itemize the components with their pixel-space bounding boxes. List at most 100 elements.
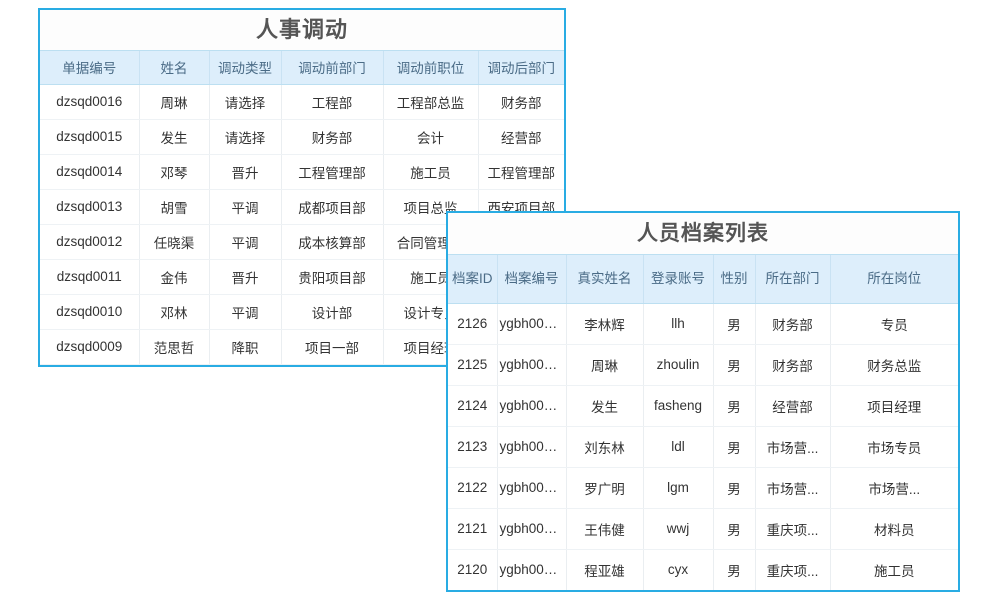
cell-login-account: lihong (643, 590, 713, 592)
cell-archive-no: ygbh000073 (497, 508, 567, 550)
cell-real-name[interactable]: 李林辉 (566, 303, 644, 345)
cell-real-name[interactable]: 周琳 (566, 344, 644, 386)
cell-name[interactable]: 周琳 (139, 84, 210, 120)
cell-doc-no[interactable]: dzsqd0015 (40, 119, 140, 155)
cell-login-account: wwj (643, 508, 714, 550)
cell-position-before: 施工员 (383, 154, 479, 190)
cell-dept-after: 财务部 (478, 84, 564, 120)
cell-archive-id: 2122 (448, 467, 498, 509)
personnel-archive-table: 档案ID 档案编号 真实姓名 登录账号 性别 所在部门 所在岗位 2126 yg… (448, 255, 958, 592)
column-header[interactable]: 档案编号 (497, 255, 567, 304)
cell-gender: 男 (713, 344, 756, 386)
table-row[interactable]: dzsqd0010 邓林 平调 设计部 设计专员 设计部 (40, 294, 564, 330)
cell-department: 财务部 (755, 303, 831, 345)
column-header[interactable]: 姓名 (139, 51, 210, 85)
cell-real-name[interactable]: 程亚雄 (566, 549, 644, 590)
cell-login-account: cyx (643, 549, 714, 590)
table-row[interactable]: 2126 ygbh000062 李林辉 llh 男 财务部 专员 (448, 303, 958, 345)
cell-login-account: zhoulin (643, 344, 714, 386)
cell-department: 重庆项... (755, 549, 831, 590)
cell-position: 预算员 (830, 590, 958, 592)
table-row[interactable]: 2119 ygbh000075 李红 lihong 男 重庆项... 预算员 (448, 590, 958, 592)
column-header[interactable]: 调动前职位 (383, 51, 479, 85)
cell-gender: 男 (713, 467, 756, 509)
column-header[interactable]: 调动前部门 (281, 51, 384, 85)
cell-transfer-type: 晋升 (209, 259, 282, 295)
cell-real-name[interactable]: 刘东林 (566, 426, 644, 468)
column-header[interactable]: 调动后部门 (478, 51, 564, 85)
cell-transfer-type: 请选择 (209, 84, 282, 120)
table-row[interactable]: 2125 ygbh000070 周琳 zhoulin 男 财务部 财务总监 (448, 344, 958, 386)
cell-archive-id: 2125 (448, 344, 498, 386)
cell-position: 材料员 (830, 508, 958, 550)
table-row[interactable]: 2124 ygbh000069 发生 fasheng 男 经营部 项目经理 (448, 385, 958, 427)
cell-archive-id: 2126 (448, 303, 498, 345)
cell-doc-no[interactable]: dzsqd0012 (40, 224, 140, 260)
cell-real-name[interactable]: 发生 (566, 385, 644, 427)
personnel-transfer-table: 单据编号 姓名 调动类型 调动前部门 调动前职位 调动后部门 dzsqd0016… (40, 51, 564, 365)
cell-name[interactable]: 邓林 (139, 294, 210, 330)
cell-doc-no[interactable]: dzsqd0013 (40, 189, 140, 225)
cell-name[interactable]: 发生 (139, 119, 210, 155)
cell-name[interactable]: 胡雪 (139, 189, 210, 225)
cell-login-account: llh (643, 303, 714, 345)
table-row[interactable]: dzsqd0016 周琳 请选择 工程部 工程部总监 财务部 (40, 84, 564, 120)
cell-archive-id: 2123 (448, 426, 498, 468)
cell-dept-after: 经营部 (478, 119, 564, 155)
table-row[interactable]: dzsqd0015 发生 请选择 财务部 会计 经营部 (40, 119, 564, 155)
cell-doc-no[interactable]: dzsqd0014 (40, 154, 140, 190)
cell-department: 经营部 (755, 385, 831, 427)
cell-gender: 男 (713, 508, 756, 550)
cell-dept-before: 工程管理部 (281, 154, 384, 190)
cell-login-account: lgm (643, 467, 714, 509)
cell-transfer-type: 平调 (209, 294, 282, 330)
cell-login-account: fasheng (643, 385, 714, 427)
cell-login-account: ldl (643, 426, 714, 468)
cell-position: 财务总监 (830, 344, 958, 386)
cell-transfer-type: 平调 (209, 224, 282, 260)
cell-transfer-type: 降职 (209, 329, 282, 365)
cell-department: 重庆项... (755, 590, 830, 592)
column-header[interactable]: 档案ID (448, 255, 498, 304)
cell-doc-no[interactable]: dzsqd0010 (40, 294, 140, 330)
cell-real-name[interactable]: 罗广明 (566, 467, 644, 509)
cell-name[interactable]: 邓琴 (139, 154, 210, 190)
table-header-row: 档案ID 档案编号 真实姓名 登录账号 性别 所在部门 所在岗位 (448, 255, 958, 304)
cell-dept-before: 设计部 (281, 294, 384, 330)
column-header[interactable]: 真实姓名 (566, 255, 644, 304)
cell-name[interactable]: 金伟 (139, 259, 210, 295)
cell-name[interactable]: 范思哲 (139, 329, 210, 365)
cell-name[interactable]: 任晓渠 (139, 224, 210, 260)
table-header-row: 单据编号 姓名 调动类型 调动前部门 调动前职位 调动后部门 (40, 51, 564, 85)
cell-archive-no: ygbh000062 (497, 303, 567, 345)
cell-real-name[interactable]: 李红 (566, 590, 643, 592)
cell-transfer-type: 平调 (209, 189, 282, 225)
cell-doc-no[interactable]: dzsqd0011 (40, 259, 140, 295)
cell-gender: 男 (713, 549, 756, 590)
cell-department: 市场营... (755, 467, 831, 509)
cell-doc-no[interactable]: dzsqd0009 (40, 329, 140, 365)
table-row[interactable]: 2122 ygbh000072 罗广明 lgm 男 市场营... 市场营... (448, 467, 958, 509)
cell-real-name[interactable]: 王伟健 (566, 508, 644, 550)
table-row[interactable]: 2120 ygbh000074 程亚雄 cyx 男 重庆项... 施工员 (448, 549, 958, 590)
table-row[interactable]: 2121 ygbh000073 王伟健 wwj 男 重庆项... 材料员 (448, 508, 958, 550)
cell-doc-no[interactable]: dzsqd0016 (40, 84, 140, 120)
column-header[interactable]: 单据编号 (40, 51, 140, 85)
column-header[interactable]: 所在部门 (755, 255, 831, 304)
cell-position: 项目经理 (830, 385, 958, 427)
cell-position: 专员 (830, 303, 958, 345)
table-row[interactable]: dzsqd0014 邓琴 晋升 工程管理部 施工员 工程管理部 (40, 154, 564, 190)
cell-dept-after: 工程管理部 (478, 154, 564, 190)
column-header[interactable]: 登录账号 (643, 255, 714, 304)
cell-position: 市场营... (830, 467, 958, 509)
cell-archive-no: ygbh000072 (497, 467, 567, 509)
table-row[interactable]: 2123 ygbh000071 刘东林 ldl 男 市场营... 市场专员 (448, 426, 958, 468)
column-header[interactable]: 所在岗位 (830, 255, 958, 304)
column-header[interactable]: 性别 (713, 255, 756, 304)
cell-gender: 男 (713, 426, 756, 468)
cell-archive-id: 2121 (448, 508, 498, 550)
cell-dept-before: 贵阳项目部 (281, 259, 384, 295)
cell-dept-before: 财务部 (281, 119, 384, 155)
column-header[interactable]: 调动类型 (209, 51, 282, 85)
personnel-archive-panel: 人员档案列表 档案ID 档案编号 真实姓名 登录账号 性别 所在部门 所在岗位 … (446, 211, 960, 592)
